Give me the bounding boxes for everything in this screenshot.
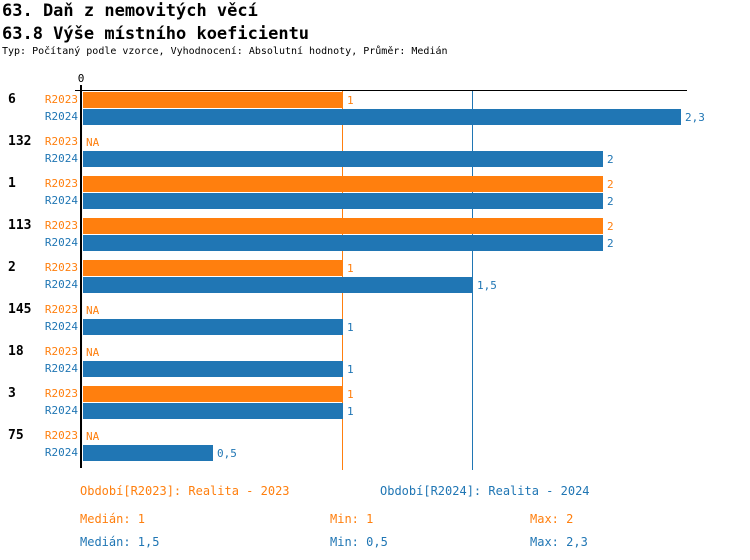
group-label: 18 xyxy=(8,344,24,359)
series-label-r2024: R2024 xyxy=(44,152,78,165)
value-label-r2024: 2 xyxy=(607,195,614,208)
legend-item-r2023: Období[R2023]: Realita - 2023 xyxy=(80,484,290,498)
series-label-r2023: R2023 xyxy=(44,93,78,106)
value-label-r2024: 1 xyxy=(347,363,354,376)
series-label-r2024: R2024 xyxy=(44,320,78,333)
bar-r2023 xyxy=(83,218,603,234)
bar-r2024 xyxy=(83,319,343,335)
series-label-r2023: R2023 xyxy=(44,261,78,274)
value-label-r2024: 1 xyxy=(347,405,354,418)
series-label-r2023: R2023 xyxy=(44,135,78,148)
na-label: NA xyxy=(86,430,100,443)
value-label-r2023: 1 xyxy=(347,388,354,401)
page-subtitle: 63.8 Výše místního koeficientu xyxy=(2,24,310,44)
group-label: 145 xyxy=(8,302,32,317)
bar-r2023 xyxy=(83,260,343,276)
value-label-r2023: 1 xyxy=(347,262,354,275)
stat-median-r2023: Medián: 1 xyxy=(80,512,146,526)
stat-max-r2024: Max: 2,3 xyxy=(530,535,588,549)
bar-r2024 xyxy=(83,277,473,293)
series-label-r2024: R2024 xyxy=(44,278,78,291)
bar-r2024 xyxy=(83,109,681,125)
group-label: 132 xyxy=(8,134,32,149)
value-label-r2023: 2 xyxy=(607,178,614,191)
stat-median-r2024: Medián: 1,5 xyxy=(80,535,160,549)
series-label-r2023: R2023 xyxy=(44,303,78,316)
series-label-r2024: R2024 xyxy=(44,236,78,249)
na-label: NA xyxy=(86,136,100,149)
series-label-r2024: R2024 xyxy=(44,110,78,123)
series-label-r2023: R2023 xyxy=(44,429,78,442)
chart-info-line: Typ: Počítaný podle vzorce, Vyhodnocení:… xyxy=(2,46,448,57)
bar-r2023 xyxy=(83,176,603,192)
value-label-r2023: 1 xyxy=(347,94,354,107)
stat-min-r2023: Min: 1 xyxy=(330,512,374,526)
series-label-r2023: R2023 xyxy=(44,345,78,358)
bar-r2024 xyxy=(83,403,343,419)
value-label-r2023: 2 xyxy=(607,220,614,233)
x-axis-line xyxy=(75,90,687,91)
bar-r2024 xyxy=(83,235,603,251)
value-label-r2024: 1,5 xyxy=(477,279,497,292)
series-label-r2024: R2024 xyxy=(44,362,78,375)
stat-min-r2024: Min: 0,5 xyxy=(330,535,388,549)
bar-r2024 xyxy=(83,445,213,461)
page-title: 63. Daň z nemovitých věcí xyxy=(2,1,258,21)
bar-r2023 xyxy=(83,386,343,402)
bar-r2024 xyxy=(83,193,603,209)
value-label-r2024: 1 xyxy=(347,321,354,334)
bar-r2024 xyxy=(83,151,603,167)
y-axis-line xyxy=(80,85,82,468)
value-label-r2024: 2 xyxy=(607,237,614,250)
group-label: 6 xyxy=(8,92,16,107)
value-label-r2024: 0,5 xyxy=(217,447,237,460)
legend-item-r2024: Období[R2024]: Realita - 2024 xyxy=(380,484,590,498)
bar-r2023 xyxy=(83,92,343,108)
na-label: NA xyxy=(86,346,100,359)
value-label-r2024: 2 xyxy=(607,153,614,166)
bar-r2024 xyxy=(83,361,343,377)
group-label: 2 xyxy=(8,260,16,275)
x-axis-zero-label: 0 xyxy=(77,72,85,85)
series-label-r2024: R2024 xyxy=(44,404,78,417)
group-label: 75 xyxy=(8,428,24,443)
stat-max-r2023: Max: 2 xyxy=(530,512,574,526)
na-label: NA xyxy=(86,304,100,317)
group-label: 1 xyxy=(8,176,16,191)
group-label: 3 xyxy=(8,386,16,401)
series-label-r2023: R2023 xyxy=(44,219,78,232)
series-label-r2023: R2023 xyxy=(44,177,78,190)
value-label-r2024: 2,3 xyxy=(685,111,705,124)
series-label-r2023: R2023 xyxy=(44,387,78,400)
group-label: 113 xyxy=(8,218,32,233)
series-label-r2024: R2024 xyxy=(44,194,78,207)
series-label-r2024: R2024 xyxy=(44,446,78,459)
